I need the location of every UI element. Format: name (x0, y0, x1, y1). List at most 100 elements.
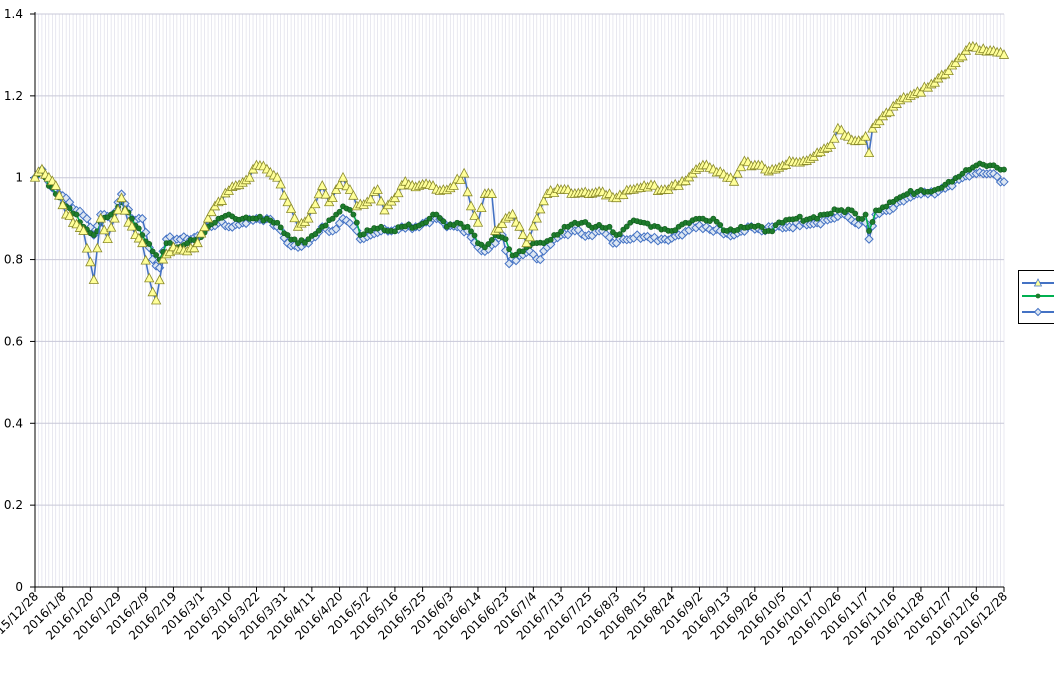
dot-marker (66, 205, 73, 212)
y-axis-tick-labels: 0 0.2 0.4 0.6 0.8 1 1.2 1.4 (4, 7, 23, 594)
triangle-marker (192, 237, 203, 248)
chart-axes (30, 12, 1005, 592)
triangle-marker (649, 179, 660, 190)
dot-marker (468, 228, 474, 235)
dot-marker (353, 219, 360, 226)
y-tick-label: 0.6 (4, 334, 23, 348)
dot-marker (305, 236, 312, 243)
dot-marker (90, 232, 97, 238)
triangle-marker (957, 50, 968, 61)
diamond-marker (82, 213, 92, 224)
triangle-marker (521, 237, 532, 248)
dot-marker (329, 215, 336, 222)
triangle-marker (313, 188, 324, 199)
dot-marker (135, 225, 142, 232)
triangle-marker (486, 188, 497, 198)
dot-marker (336, 208, 343, 215)
dot-marker (167, 240, 173, 246)
dot-marker (606, 223, 613, 230)
triangle-marker (119, 204, 131, 215)
y-tick-label: 0 (15, 580, 23, 594)
dot-marker (392, 228, 398, 235)
triangle-marker (375, 195, 387, 206)
triangle-marker (524, 231, 536, 242)
dot-marker (426, 215, 433, 222)
dot-marker (558, 228, 564, 235)
triangle-marker (836, 124, 847, 135)
triangle-marker (458, 167, 470, 178)
dot-marker (315, 227, 322, 234)
triangle-marker (998, 49, 1010, 59)
triangle-marker (275, 178, 286, 189)
triangle-marker (348, 189, 359, 200)
dot-marker (1001, 166, 1007, 173)
legend-dot-marker (1035, 293, 1041, 299)
dot-marker (378, 223, 384, 230)
dot-marker (481, 244, 488, 251)
diamond-marker (535, 254, 545, 265)
dot-marker (859, 216, 866, 222)
dot-marker (212, 219, 218, 226)
dot-marker (464, 223, 471, 230)
dot-marker (423, 219, 429, 226)
dot-marker (153, 252, 160, 258)
triangle-marker (874, 115, 885, 126)
triangle-marker (728, 175, 740, 186)
triangle-marker (279, 189, 290, 200)
dot-marker (959, 170, 966, 177)
dot-marker (644, 220, 651, 227)
y-tick-label: 1.4 (4, 7, 23, 21)
triangle-marker (147, 286, 158, 297)
triangle-marker (528, 220, 539, 231)
dot-marker (828, 210, 834, 217)
dot-marker (274, 219, 281, 226)
series-layer (29, 40, 1010, 305)
triangle-marker (334, 179, 345, 190)
dot-marker (758, 224, 765, 230)
triangle-marker (393, 187, 404, 198)
triangle-marker (154, 274, 165, 285)
triangle-marker (85, 256, 96, 267)
y-tick-label: 0.4 (4, 416, 23, 430)
triangle-marker (137, 237, 148, 248)
triangle-marker (915, 86, 927, 97)
triangle-marker (863, 147, 875, 158)
dot-marker (257, 213, 263, 220)
dot-marker (852, 210, 859, 217)
triangle-marker (102, 233, 113, 244)
triangle-marker (289, 212, 300, 223)
triangle-marker (54, 189, 65, 200)
diamond-marker (864, 234, 874, 244)
triangle-marker (109, 212, 120, 223)
dot-marker (488, 237, 495, 243)
diamond-marker (137, 213, 147, 224)
dot-marker (360, 231, 367, 238)
dot-marker (277, 224, 284, 231)
triangle-marker (330, 184, 342, 194)
triangle-marker (538, 195, 549, 206)
dot-marker (502, 236, 509, 243)
triangle-marker (950, 57, 961, 68)
triangle-marker (112, 204, 124, 215)
dot-marker (284, 232, 291, 238)
triangle-marker (493, 222, 504, 233)
legend-triangle-marker (1033, 278, 1043, 287)
dot-marker (869, 219, 876, 225)
dot-marker (883, 203, 890, 210)
triangle-marker (306, 203, 318, 214)
triangle-marker (472, 216, 484, 227)
dot-marker (322, 222, 329, 229)
triangle-marker (144, 272, 155, 283)
triangle-marker (379, 204, 390, 215)
triangle-marker (317, 180, 328, 190)
triangle-marker (469, 210, 480, 220)
dot-marker (506, 246, 513, 253)
triangle-marker (507, 208, 518, 219)
triangle-marker (285, 203, 297, 213)
dot-marker (547, 236, 554, 243)
dot-marker (949, 178, 955, 185)
triangle-marker (126, 220, 138, 231)
triangle-marker (206, 206, 217, 217)
dot-marker (672, 227, 679, 234)
dot-marker (717, 222, 724, 228)
